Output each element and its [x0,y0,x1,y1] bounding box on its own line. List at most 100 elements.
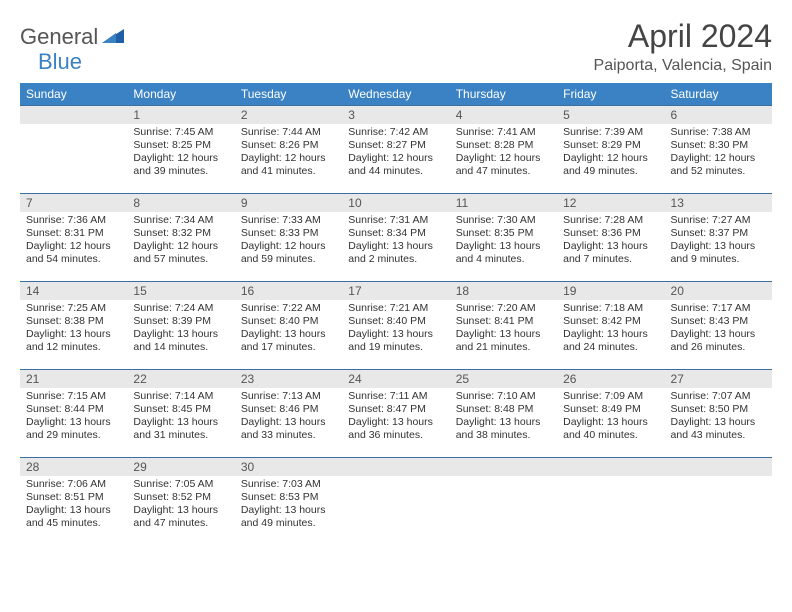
week-row: 14Sunrise: 7:25 AMSunset: 8:38 PMDayligh… [20,281,772,369]
sunrise-text: Sunrise: 7:09 AM [563,390,658,403]
week-row: 1Sunrise: 7:45 AMSunset: 8:25 PMDaylight… [20,105,772,193]
daylight-text: Daylight: 13 hours and 45 minutes. [26,504,121,530]
daylight-text: Daylight: 13 hours and 9 minutes. [671,240,766,266]
daylight-text: Daylight: 13 hours and 24 minutes. [563,328,658,354]
day-cell: 18Sunrise: 7:20 AMSunset: 8:41 PMDayligh… [450,281,557,369]
sunrise-text: Sunrise: 7:05 AM [133,478,228,491]
day-number: 18 [450,281,557,300]
day-cell: 3Sunrise: 7:42 AMSunset: 8:27 PMDaylight… [342,105,449,193]
day-number [342,457,449,476]
daylight-text: Daylight: 13 hours and 29 minutes. [26,416,121,442]
daylight-text: Daylight: 13 hours and 2 minutes. [348,240,443,266]
day-body: Sunrise: 7:05 AMSunset: 8:52 PMDaylight:… [127,476,234,535]
day-body [20,124,127,130]
sunrise-text: Sunrise: 7:27 AM [671,214,766,227]
day-cell: 20Sunrise: 7:17 AMSunset: 8:43 PMDayligh… [665,281,772,369]
sunrise-text: Sunrise: 7:34 AM [133,214,228,227]
sunset-text: Sunset: 8:35 PM [456,227,551,240]
sunset-text: Sunset: 8:51 PM [26,491,121,504]
day-cell: 30Sunrise: 7:03 AMSunset: 8:53 PMDayligh… [235,457,342,545]
daylight-text: Daylight: 12 hours and 49 minutes. [563,152,658,178]
day-body: Sunrise: 7:24 AMSunset: 8:39 PMDaylight:… [127,300,234,359]
daylight-text: Daylight: 13 hours and 47 minutes. [133,504,228,530]
sunset-text: Sunset: 8:32 PM [133,227,228,240]
day-cell: 9Sunrise: 7:33 AMSunset: 8:33 PMDaylight… [235,193,342,281]
day-body: Sunrise: 7:11 AMSunset: 8:47 PMDaylight:… [342,388,449,447]
day-number: 28 [20,457,127,476]
day-number: 5 [557,105,664,124]
sunrise-text: Sunrise: 7:30 AM [456,214,551,227]
day-number: 4 [450,105,557,124]
day-body: Sunrise: 7:38 AMSunset: 8:30 PMDaylight:… [665,124,772,183]
day-number: 13 [665,193,772,212]
daylight-text: Daylight: 12 hours and 57 minutes. [133,240,228,266]
day-body [342,476,449,482]
daylight-text: Daylight: 12 hours and 41 minutes. [241,152,336,178]
day-number: 26 [557,369,664,388]
sunset-text: Sunset: 8:29 PM [563,139,658,152]
calendar-body: 1Sunrise: 7:45 AMSunset: 8:25 PMDaylight… [20,105,772,545]
sunrise-text: Sunrise: 7:39 AM [563,126,658,139]
day-number: 7 [20,193,127,212]
week-row: 28Sunrise: 7:06 AMSunset: 8:51 PMDayligh… [20,457,772,545]
daylight-text: Daylight: 13 hours and 12 minutes. [26,328,121,354]
daylight-text: Daylight: 13 hours and 36 minutes. [348,416,443,442]
day-number: 21 [20,369,127,388]
logo-triangle-icon [102,27,124,48]
dayhead-fri: Friday [557,83,664,105]
day-cell: 2Sunrise: 7:44 AMSunset: 8:26 PMDaylight… [235,105,342,193]
day-body: Sunrise: 7:14 AMSunset: 8:45 PMDaylight:… [127,388,234,447]
sunset-text: Sunset: 8:36 PM [563,227,658,240]
day-number: 11 [450,193,557,212]
daylight-text: Daylight: 13 hours and 17 minutes. [241,328,336,354]
day-number: 25 [450,369,557,388]
dayhead-sat: Saturday [665,83,772,105]
day-cell: 21Sunrise: 7:15 AMSunset: 8:44 PMDayligh… [20,369,127,457]
day-number: 6 [665,105,772,124]
sunset-text: Sunset: 8:40 PM [348,315,443,328]
sunset-text: Sunset: 8:45 PM [133,403,228,416]
sunrise-text: Sunrise: 7:20 AM [456,302,551,315]
day-cell: 17Sunrise: 7:21 AMSunset: 8:40 PMDayligh… [342,281,449,369]
day-body [450,476,557,482]
logo-word1: General [20,24,98,50]
day-number: 12 [557,193,664,212]
daylight-text: Daylight: 13 hours and 40 minutes. [563,416,658,442]
day-number: 10 [342,193,449,212]
day-body: Sunrise: 7:21 AMSunset: 8:40 PMDaylight:… [342,300,449,359]
sunset-text: Sunset: 8:48 PM [456,403,551,416]
day-cell: 13Sunrise: 7:27 AMSunset: 8:37 PMDayligh… [665,193,772,281]
day-body: Sunrise: 7:22 AMSunset: 8:40 PMDaylight:… [235,300,342,359]
daylight-text: Daylight: 13 hours and 4 minutes. [456,240,551,266]
day-number: 17 [342,281,449,300]
day-cell: 27Sunrise: 7:07 AMSunset: 8:50 PMDayligh… [665,369,772,457]
sunset-text: Sunset: 8:49 PM [563,403,658,416]
day-number: 20 [665,281,772,300]
day-number: 3 [342,105,449,124]
sunset-text: Sunset: 8:52 PM [133,491,228,504]
week-row: 21Sunrise: 7:15 AMSunset: 8:44 PMDayligh… [20,369,772,457]
day-cell: 29Sunrise: 7:05 AMSunset: 8:52 PMDayligh… [127,457,234,545]
day-number: 24 [342,369,449,388]
day-body: Sunrise: 7:44 AMSunset: 8:26 PMDaylight:… [235,124,342,183]
sunset-text: Sunset: 8:42 PM [563,315,658,328]
daylight-text: Daylight: 13 hours and 38 minutes. [456,416,551,442]
daylight-text: Daylight: 13 hours and 26 minutes. [671,328,766,354]
day-body: Sunrise: 7:20 AMSunset: 8:41 PMDaylight:… [450,300,557,359]
daylight-text: Daylight: 13 hours and 33 minutes. [241,416,336,442]
day-number [665,457,772,476]
day-cell: 12Sunrise: 7:28 AMSunset: 8:36 PMDayligh… [557,193,664,281]
day-number: 15 [127,281,234,300]
day-number: 22 [127,369,234,388]
day-cell [450,457,557,545]
sunset-text: Sunset: 8:38 PM [26,315,121,328]
dayhead-tue: Tuesday [235,83,342,105]
day-number: 16 [235,281,342,300]
daylight-text: Daylight: 13 hours and 43 minutes. [671,416,766,442]
day-number: 19 [557,281,664,300]
day-number: 29 [127,457,234,476]
sunrise-text: Sunrise: 7:31 AM [348,214,443,227]
day-body: Sunrise: 7:30 AMSunset: 8:35 PMDaylight:… [450,212,557,271]
day-number: 9 [235,193,342,212]
sunset-text: Sunset: 8:41 PM [456,315,551,328]
